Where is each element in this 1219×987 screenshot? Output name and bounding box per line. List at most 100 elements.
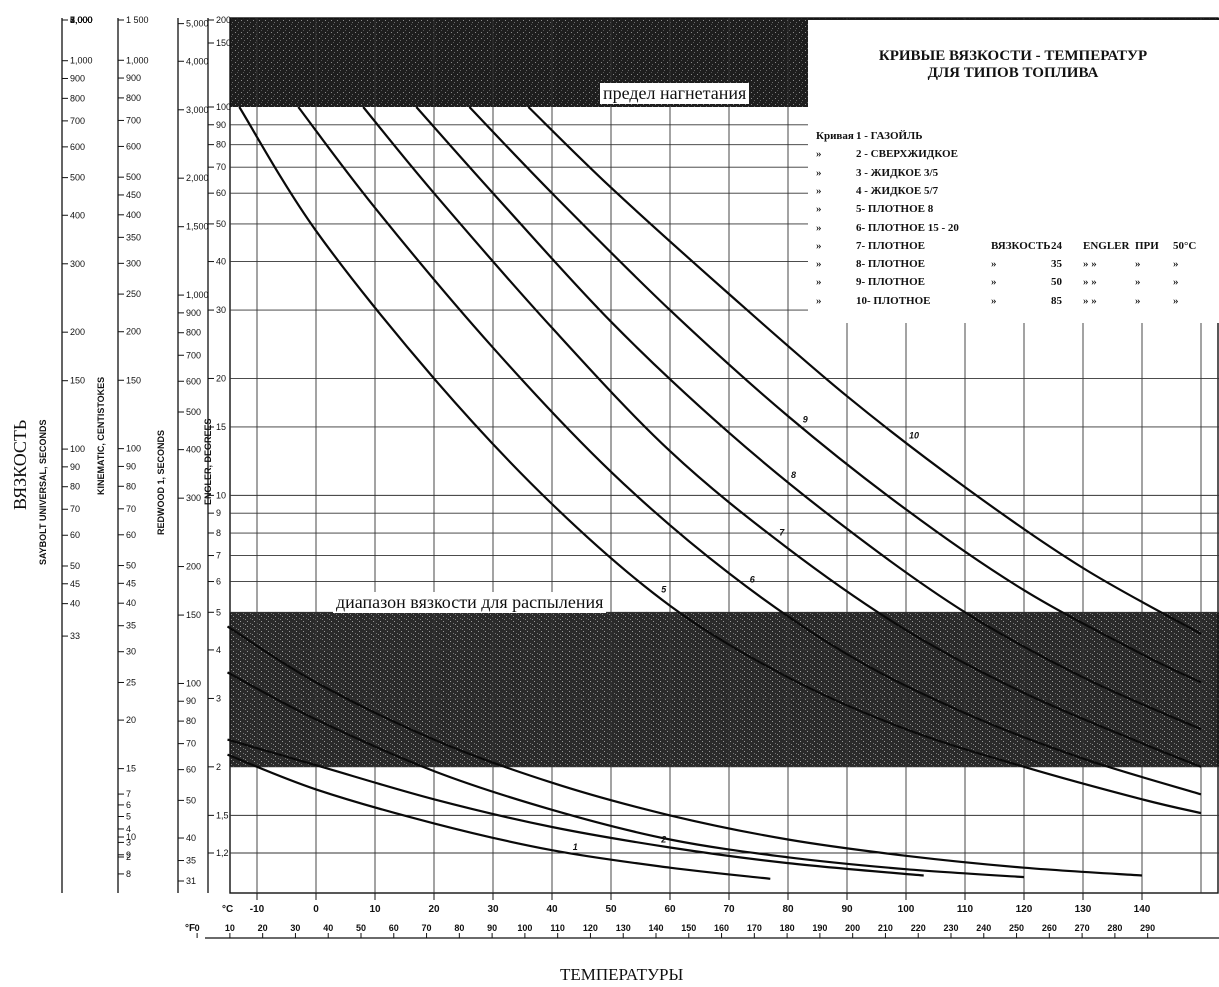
x-fahrenheit-tick-label: 190: [812, 923, 827, 933]
scale-tick-label: 3: [126, 837, 131, 847]
x-celsius-tick: 30: [487, 904, 499, 915]
legend-item-text: 1 - ГАЗОЙЛЬ: [856, 130, 923, 142]
x-fahrenheit-tick-label: 260: [1042, 923, 1057, 933]
scale-tick-label: 100: [186, 678, 201, 688]
curve-label-6: 6: [750, 574, 756, 584]
legend-unit: » »: [1083, 294, 1097, 307]
legend-item-text: 2 - СВЕРХЖИДКОЕ: [856, 148, 958, 161]
scale-tick-label: 900: [126, 73, 141, 83]
legend-ditto: »: [816, 258, 822, 271]
curve-5: [238, 106, 1202, 815]
legend-at: ПРИ: [1135, 239, 1159, 252]
curve-label-5: 5: [661, 585, 667, 595]
curve-label-2: 2: [660, 834, 666, 844]
scale-tick-label: 200: [70, 327, 85, 337]
scale-tick-label: 2,000: [186, 173, 209, 183]
x-celsius-tick: 100: [898, 904, 915, 915]
legend-visc-value: 50: [1051, 276, 1062, 289]
legend-item-10: » 10- ПЛОТНОЕ » 85 » » » »: [816, 295, 1213, 307]
legend-item-4: » 4 - ЖИДКОЕ 5/7: [816, 185, 991, 197]
scale-tick-label: 150: [216, 38, 231, 48]
x-fahrenheit-tick-label: 290: [1140, 923, 1155, 933]
scale-tick-label: 300: [186, 493, 201, 503]
x-fahrenheit-tick-label: 210: [878, 923, 893, 933]
x-fahrenheit-tick-label: 150: [681, 923, 696, 933]
scale-tick-label: 7: [126, 789, 131, 799]
legend-item-text: 6- ПЛОТНОЕ 15 - 20: [856, 221, 959, 234]
scale-tick-label: 15: [216, 422, 226, 432]
scale-tick-label: 45: [126, 578, 136, 588]
x-celsius-tick: 0: [313, 904, 319, 915]
x-celsius-tick: -10: [250, 904, 265, 915]
scale-tick-label: 150: [126, 375, 141, 385]
scale-tick-label: 4,000: [186, 56, 209, 66]
scale-tick-label: 900: [70, 73, 85, 83]
scale-tick-label: 35: [186, 856, 196, 866]
x-celsius-tick: 10: [369, 904, 381, 915]
curve-3: [226, 671, 1025, 879]
scale-tick-label: 500: [126, 172, 141, 182]
scale-tick-label: 2: [216, 762, 221, 772]
x-fahrenheit-tick-label: 250: [1009, 923, 1024, 933]
legend-visc-label: »: [991, 258, 997, 271]
chart-title: КРИВЫЕ ВЯЗКОСТИ - ТЕМПЕРАТУР ДЛЯ ТИПОВ Т…: [838, 48, 1188, 82]
atomizing-range-label: диапазон вязкости для распыления: [333, 592, 607, 613]
x-axis-layer: °C -10 0 10 20 30 40 50 60 70 80 90 100 110 120 130 140°…: [185, 893, 1219, 939]
scale-tick-label: 6 000: [70, 15, 93, 25]
legend-ditto: »: [816, 276, 822, 289]
scale-tick-label: 800: [126, 93, 141, 103]
legend-item-5: » 5- ПЛОТНОЕ 8: [816, 203, 991, 215]
scale-tick-label: 700: [126, 115, 141, 125]
scale-tick-label: 5,000: [186, 19, 209, 29]
legend-item-text: 4 - ЖИДКОЕ 5/7: [856, 184, 939, 197]
scale-tick-label: 9: [126, 850, 131, 860]
x-fahrenheit-tick-label: 240: [976, 923, 991, 933]
chart-title-line1: КРИВЫЕ ВЯЗКОСТИ - ТЕМПЕРАТУР: [878, 48, 1148, 64]
scale-tick-label: 150: [186, 610, 201, 620]
scale-tick-label: 900: [186, 308, 201, 318]
scale-tick-label: 3,000: [70, 15, 93, 25]
legend-unit: ENGLER: [1083, 239, 1130, 252]
x-fahrenheit-tick-label: 180: [780, 923, 795, 933]
scale-tick-label: 1,000: [70, 56, 93, 66]
scale-tick-label: 50: [70, 561, 80, 571]
legend-ditto: »: [816, 166, 822, 179]
legend-item-8: » 8- ПЛОТНОЕ » 35 » » » »: [816, 258, 1213, 270]
legend-item-text: 8- ПЛОТНОЕ: [856, 258, 926, 271]
y-axis-title: ВЯЗКОСТЬ: [10, 419, 30, 510]
x-fahrenheit-tick-label: 170: [747, 923, 762, 933]
x-celsius-unit: °C: [222, 904, 233, 915]
scale-tick-label: 1,5: [216, 810, 229, 820]
legend-box: КРИВЫЕ ВЯЗКОСТИ - ТЕМПЕРАТУР ДЛЯ ТИПОВ Т…: [808, 20, 1219, 323]
x-fahrenheit-tick-label: 230: [943, 923, 958, 933]
x-fahrenheit-tick-label: 20: [258, 923, 268, 933]
legend-temp: »: [1173, 258, 1179, 271]
legend-item-3: » 3 - ЖИДКОЕ 3/5: [816, 167, 991, 179]
legend-visc-label: ВЯЗКОСТЬ: [991, 239, 1051, 252]
x-fahrenheit-tick-label: 160: [714, 923, 729, 933]
legend-item-text: 3 - ЖИДКОЕ 3/5: [856, 166, 939, 179]
scale-tick-label: 5: [126, 812, 131, 822]
legend-ditto: »: [816, 294, 822, 307]
scale-tick-label: 1,2: [216, 848, 229, 858]
legend-item-text: 9- ПЛОТНОЕ: [856, 276, 926, 289]
scale-tick-label: 600: [126, 141, 141, 151]
legend-unit: » »: [1083, 258, 1097, 271]
scale-tick-label: 60: [126, 530, 136, 540]
legend-visc-label: »: [991, 276, 997, 289]
scale-tick-label: 4: [126, 824, 131, 834]
x-fahrenheit-tick-label: 40: [323, 923, 333, 933]
chart-title-line2: ДЛЯ ТИПОВ ТОПЛИВА: [927, 65, 1099, 81]
x-celsius-tick: 60: [664, 904, 676, 915]
scale-tick-label: 5: [216, 607, 221, 617]
scale-tick-label: 500: [70, 173, 85, 183]
scale-tick-label: 80: [70, 482, 80, 492]
scale-tick-label: 90: [186, 696, 196, 706]
x-celsius-tick: 70: [723, 904, 735, 915]
pump-limit-label: предел нагнетания: [600, 83, 750, 104]
scale-tick-label: 400: [70, 210, 85, 220]
x-fahrenheit-tick-label: 220: [911, 923, 926, 933]
scale-tick-label: 200: [126, 327, 141, 337]
scale-tick-label: 2: [126, 852, 131, 862]
scale-tick-label: 450: [126, 190, 141, 200]
